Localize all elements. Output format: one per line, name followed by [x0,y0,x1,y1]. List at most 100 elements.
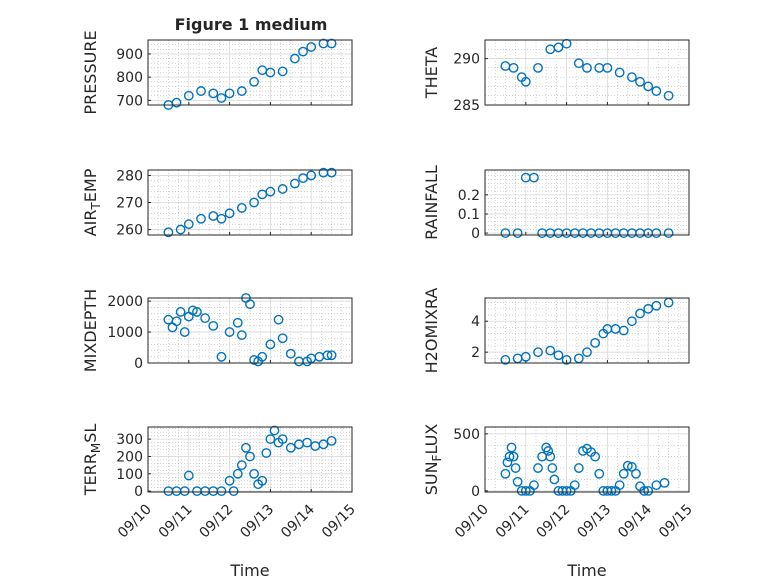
x-axis-label: Time [566,561,606,580]
y-tick-label: 1000 [107,325,143,341]
x-tick-label: 09/11 [156,502,196,542]
subplot-3: 260 270 280 AIRTEMP [81,167,353,239]
data-point [277,333,288,344]
data-point [622,460,633,471]
x-tick-label: 09/11 [493,502,533,542]
data-point [590,451,601,462]
data-point [569,480,580,491]
data-point [502,457,513,468]
data-point [506,442,517,453]
data-point [245,299,255,310]
data-point [500,468,511,479]
data-point [326,435,337,446]
data-point [285,348,296,359]
data-point [520,485,531,496]
data-point [249,76,259,87]
data-point [289,178,300,189]
x-tick-label: 09/15 [656,502,696,542]
data-point [553,42,564,53]
data-point [269,425,280,436]
data-point [529,480,539,491]
data-point [529,172,539,183]
data-point [175,224,186,235]
data-point [651,86,662,96]
subplot-8: 0 500 SUNFLUX 09/10 09/11 09/12 09/13 09/14 09/1… [422,424,696,580]
data-point [179,327,190,337]
data-point [245,451,255,462]
y-axis-label: AIRTEMP [81,168,103,236]
data-point [224,475,235,486]
data-point [241,442,251,453]
figure-title: Figure 1 medium [175,15,328,34]
y-axis-label: TERRMSL [81,424,103,497]
data-point [663,90,674,101]
data-point [216,486,227,497]
data-point [635,76,645,87]
data-point [614,67,625,78]
data-point [285,442,296,453]
data-point [635,308,645,319]
data-point [561,485,572,496]
data-point [171,97,182,108]
subplot-6: 2 4 H2OMIXRA [422,288,690,374]
data-point [265,186,276,197]
y-tick-label: 260 [116,223,143,239]
y-axis-label: PRESSURE [81,30,100,114]
data-point [326,350,337,361]
data-point [163,227,174,238]
y-tick-label: 285 [453,98,480,114]
data-point [236,203,247,213]
y-tick-label: 4 [471,314,480,330]
data-point [326,38,337,49]
data-point [208,88,219,99]
data-point [651,300,662,311]
data-point [216,93,227,103]
data-point [520,351,531,362]
axes-frame [484,297,690,364]
y-tick-label: 0.1 [458,207,480,223]
y-axis-label: THETA [422,47,441,99]
data-point [533,62,543,73]
data-point [508,62,519,73]
data-point [512,228,523,238]
y-tick-label: 0 [471,484,480,500]
axes-frame [147,169,353,236]
axes-frame [147,297,353,364]
data-point [618,468,629,479]
data-point [179,486,190,497]
y-tick-label: 900 [116,47,143,63]
data-point [228,486,239,497]
data-point [326,167,337,178]
x-tick-label: 09/14 [278,501,318,541]
data-point [639,485,650,496]
data-point [500,355,511,365]
x-tick-label: 09/12 [534,502,574,542]
data-point [643,485,654,496]
data-point [224,208,235,219]
data-point [549,474,560,485]
data-point [306,42,317,52]
data-point [265,339,276,350]
data-point [573,463,584,473]
x-tick-label: 09/12 [197,502,237,542]
data-point [573,58,584,69]
y-axis-label: RAINFALL [422,165,441,240]
data-point [196,86,206,96]
data-point [520,76,531,87]
y-axis-label: H2OMIXRA [422,288,441,374]
data-point [183,219,194,230]
data-point [631,468,641,479]
data-point [196,213,206,224]
data-point [257,351,268,362]
data-point [508,451,519,462]
data-point [232,468,243,479]
y-tick-label: 0.2 [458,188,480,204]
data-point [614,480,625,491]
data-point [236,330,247,341]
data-point [545,451,556,462]
y-tick-label: 280 [116,168,143,184]
y-tick-label: 100 [116,467,143,483]
x-tick-label: 09/10 [452,502,492,542]
data-point [606,485,617,496]
